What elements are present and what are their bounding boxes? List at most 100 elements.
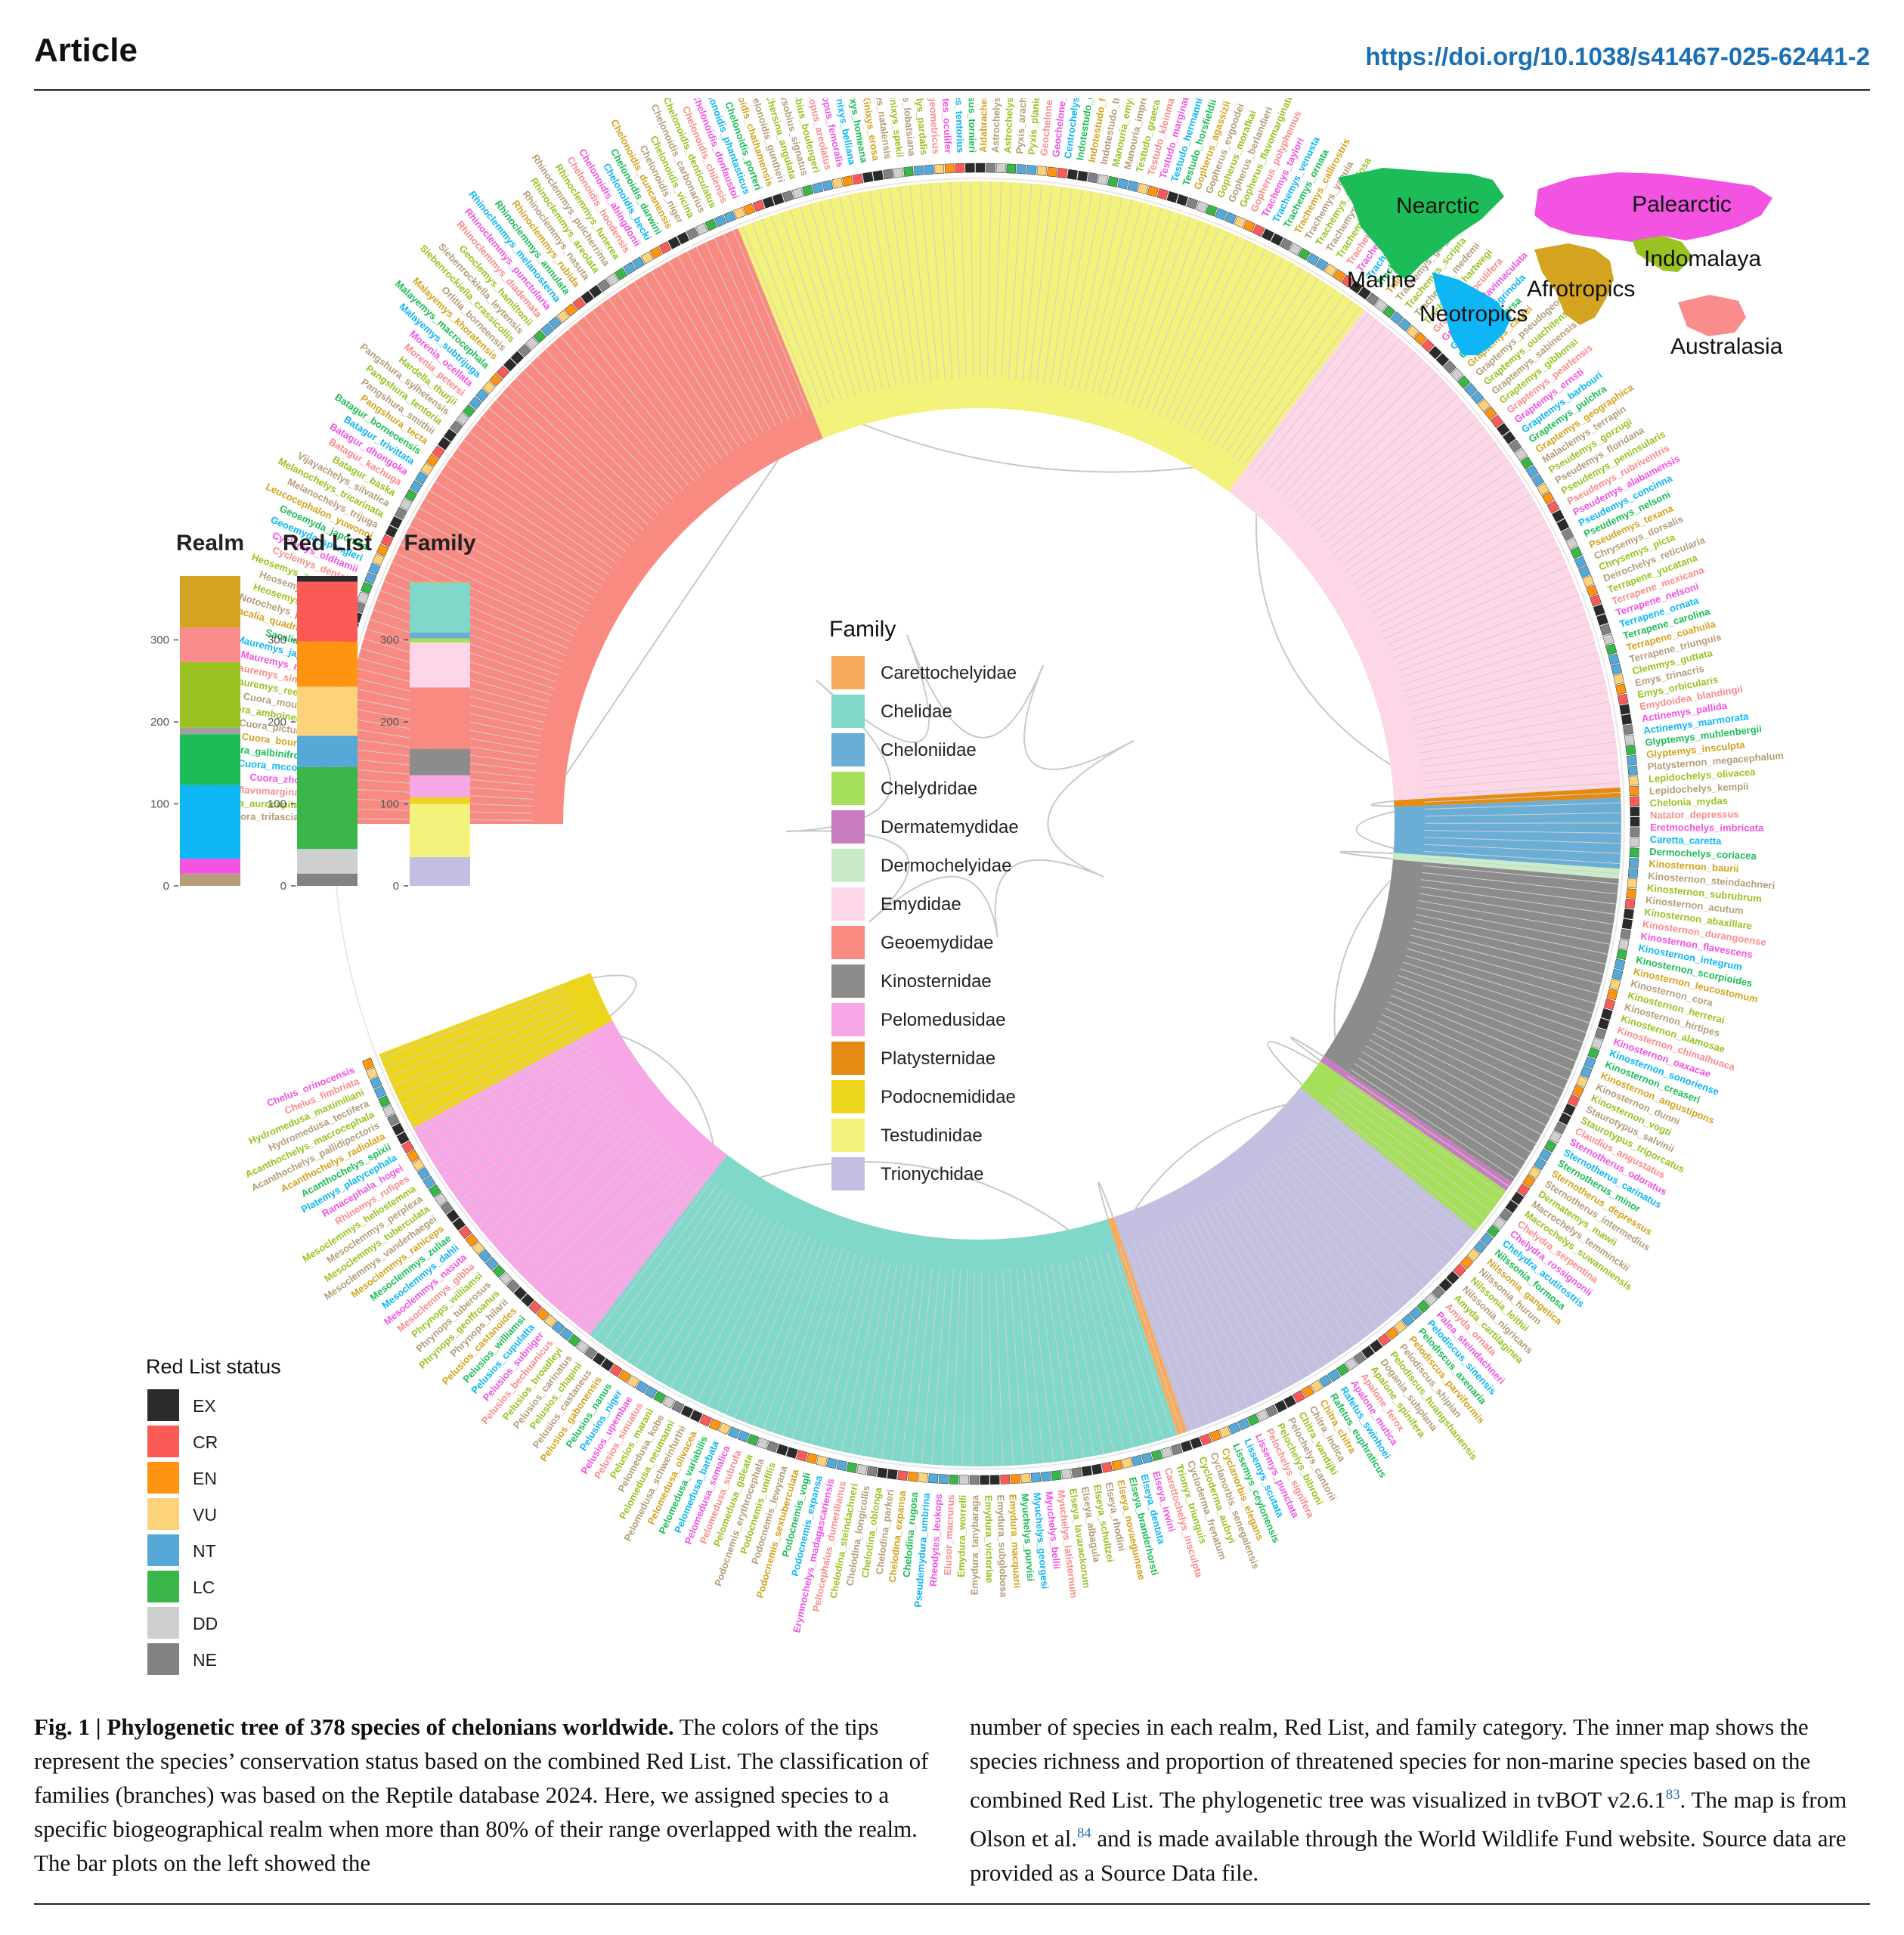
bar-tick-label: 0	[393, 880, 399, 893]
internal-branch	[1255, 514, 1391, 766]
redlist-tip-square	[1255, 1409, 1269, 1423]
tip-branch	[1338, 1086, 1498, 1204]
redlist-tip-square	[1205, 204, 1218, 217]
tip-branch	[1008, 182, 1023, 379]
redlist-tip-square	[842, 175, 853, 187]
caption-ref-83[interactable]: 83	[1665, 1787, 1680, 1803]
redlist-tip-square	[1324, 263, 1337, 277]
tip-branch	[1379, 1020, 1556, 1108]
tip-branch	[404, 534, 581, 624]
redlist-tip-square	[826, 1457, 837, 1469]
bar-tick-label: 300	[150, 634, 169, 647]
tip-branch	[651, 271, 752, 441]
tip-branch	[831, 1258, 878, 1450]
redlist-tip-square	[1292, 1390, 1305, 1404]
tip-branch	[392, 1006, 572, 1088]
tip-branch	[890, 1265, 919, 1461]
tip-branch	[585, 1176, 707, 1333]
redlist-tip-square	[1610, 663, 1623, 675]
tip-branch	[1172, 1225, 1258, 1403]
family-legend-label: Dermatemydidae	[881, 817, 1019, 837]
redlist-tip-square	[1228, 1422, 1241, 1435]
redlist-tip-square	[1147, 185, 1159, 197]
bar-title: Red List	[283, 531, 372, 556]
redlist-tip-square	[389, 515, 403, 529]
redlist-tip-square	[434, 1192, 447, 1206]
redlist-tip-square	[1473, 1240, 1488, 1254]
tip-branch	[463, 439, 622, 558]
redlist-tip-square	[443, 429, 457, 442]
redlist-tip-square	[426, 454, 439, 467]
redlist-tip-square	[1446, 1271, 1460, 1285]
tip-branch	[592, 310, 711, 468]
tip-label: Astrochelys_yniphora	[1002, 98, 1017, 153]
redlist-tip-square	[1071, 1467, 1082, 1478]
redlist-tip-square	[1627, 868, 1639, 878]
internal-branch	[592, 974, 637, 1017]
redlist-tip-square	[364, 572, 377, 585]
tip-branch	[1378, 538, 1555, 627]
doi-link[interactable]: https://doi.org/10.1038/s41467-025-62441…	[1365, 42, 1870, 70]
tip-branch	[609, 1188, 723, 1351]
tip-branch	[1271, 1159, 1402, 1308]
tip-branch	[1297, 1135, 1439, 1274]
redlist-tip-square	[373, 1085, 387, 1099]
tip-branch	[1002, 1269, 1014, 1466]
redlist-tip-square	[1176, 194, 1189, 206]
tip-branch	[601, 1184, 718, 1345]
redlist-tip-square	[1516, 1183, 1531, 1197]
redlist-tip-square	[1578, 565, 1591, 578]
tip-branch	[1375, 529, 1550, 621]
bar-segment	[180, 576, 240, 628]
tip-branch	[930, 183, 946, 379]
redlist-legend-swatch	[147, 1389, 179, 1421]
redlist-legend-swatch	[147, 1462, 179, 1494]
tip-branch	[1346, 1075, 1509, 1187]
tip-branch	[593, 1180, 712, 1339]
redlist-tip-square	[866, 1466, 878, 1477]
tip-label: Emydura_tanybaraga	[969, 1494, 981, 1595]
tip-branch	[1023, 1267, 1045, 1463]
world-map-inset: Nearctic Palearctic Marine Indomalaya Afrotr…	[1338, 168, 1783, 359]
tip-branch	[1408, 652, 1599, 705]
redlist-tip-square	[411, 1158, 426, 1172]
redlist-tip-square	[1574, 556, 1587, 569]
tip-branch	[1412, 927, 1604, 975]
bar-segment	[180, 873, 240, 886]
tip-branch	[1342, 1081, 1504, 1196]
tip-branch	[1190, 258, 1284, 432]
redlist-tip-square	[469, 396, 482, 410]
redlist-tip-square	[1538, 1148, 1552, 1162]
tip-branch	[1364, 502, 1536, 602]
redlist-tip-square	[877, 1467, 888, 1478]
tip-branch	[490, 1113, 640, 1242]
map-label: Neotropics	[1419, 302, 1528, 327]
tip-branch	[1009, 1268, 1024, 1465]
tip-branch	[695, 246, 783, 424]
redlist-tip-square	[440, 1200, 454, 1215]
tip-branch	[800, 206, 856, 396]
redlist-tip-square	[385, 525, 398, 538]
caption-ref-84[interactable]: 84	[1077, 1825, 1091, 1842]
internal-branch	[1098, 1181, 1114, 1220]
redlist-tip-square	[667, 236, 681, 249]
bar-segment	[297, 581, 358, 642]
redlist-tip-square	[1283, 1395, 1297, 1408]
tip-branch	[1044, 1265, 1075, 1460]
tip-branch	[1119, 1246, 1183, 1434]
tip-branch	[1196, 262, 1293, 435]
redlist-tip-square	[589, 284, 602, 299]
tip-branch	[1421, 741, 1617, 768]
redlist-tip-square	[1421, 339, 1435, 352]
bar-tick-label: 200	[380, 716, 399, 729]
family-legend-label: Emydidae	[881, 894, 961, 915]
redlist-tip-square	[924, 164, 934, 175]
tip-branch	[447, 1073, 610, 1185]
tip-branch	[652, 1208, 754, 1378]
redlist-tip-square	[513, 1286, 528, 1300]
internal-branch	[862, 423, 1193, 473]
redlist-tip-square	[394, 506, 407, 520]
redlist-tip-square	[1628, 857, 1639, 868]
tip-branch	[734, 1236, 810, 1419]
tip-branch	[1424, 837, 1621, 844]
